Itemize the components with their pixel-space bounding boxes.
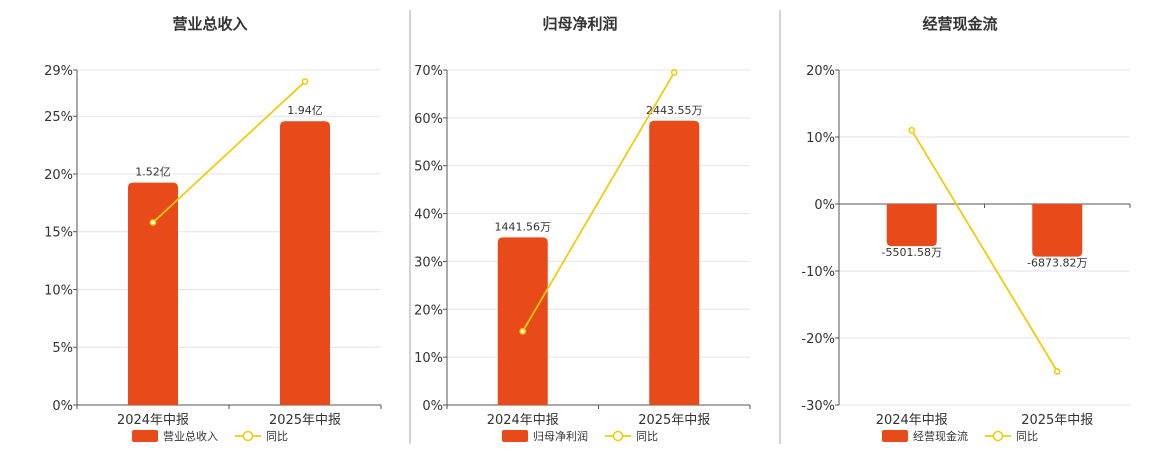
chart-title: 归母净利润 [542, 15, 617, 33]
yoy-point [670, 68, 678, 76]
bar [1032, 204, 1083, 257]
y-tick-label: 40% [414, 208, 443, 223]
legend-label: 同比 [636, 430, 658, 443]
legend-line-marker [992, 430, 1004, 442]
yoy-point [519, 327, 527, 335]
bar [886, 204, 937, 247]
chart-title: 营业总收入 [172, 15, 247, 33]
y-tick-label: 25% [44, 110, 73, 125]
chart-title: 经营现金流 [922, 15, 997, 33]
y-tick-label: 10% [806, 131, 835, 146]
y-tick-label: 0% [52, 399, 73, 414]
y-tick-label: 0% [814, 198, 835, 213]
x-tick-label: 2024年中报 [876, 413, 948, 428]
y-tick-label: 5% [52, 341, 73, 356]
legend-bar-swatch [882, 430, 908, 442]
yoy-line [910, 129, 1059, 372]
bar [280, 121, 330, 406]
x-tick-label: 2025年中报 [1021, 413, 1093, 428]
y-tick-label: 10% [414, 351, 443, 366]
y-tick-label: 10% [44, 283, 73, 298]
bar-data-label: 1441.56万 [495, 220, 552, 233]
yoy-point [908, 126, 916, 134]
y-tick-label: 50% [414, 160, 443, 175]
bar-data-label: -5501.58万 [882, 246, 942, 259]
legend-label: 同比 [1016, 430, 1038, 443]
legend-line-marker [612, 430, 624, 442]
y-tick-label: 30% [414, 255, 443, 270]
x-tick-label: 2024年中报 [487, 413, 559, 428]
legend-bar-swatch [502, 430, 528, 442]
y-tick-label: 29% [44, 64, 73, 79]
y-tick-label: -10% [801, 265, 835, 280]
yoy-line [152, 80, 306, 224]
bar [649, 120, 700, 405]
y-tick-label: 60% [414, 112, 443, 127]
x-tick-label: 2025年中报 [638, 413, 710, 428]
y-tick-label: 70% [414, 64, 443, 79]
yoy-line [521, 71, 676, 332]
bar-data-label: 1.52亿 [135, 166, 171, 179]
bar-data-label: -6873.82万 [1027, 257, 1087, 270]
legend-line-marker [242, 430, 254, 442]
y-tick-label: 0% [422, 399, 443, 414]
yoy-point [149, 219, 157, 226]
legend-label: 营业总收入 [163, 429, 218, 443]
y-tick-label: -30% [801, 399, 835, 414]
y-tick-label: 20% [44, 168, 73, 183]
legend-label: 同比 [266, 430, 288, 443]
y-tick-label: 20% [806, 64, 835, 79]
yoy-point [1053, 368, 1061, 375]
yoy-point [301, 78, 309, 85]
bar [128, 182, 178, 405]
legend-label: 经营现金流 [913, 429, 968, 443]
y-tick-label: 15% [44, 226, 73, 241]
y-tick-label: 20% [414, 303, 443, 318]
y-tick-label: -20% [801, 332, 835, 347]
bar-data-label: 2443.55万 [646, 104, 703, 117]
x-tick-label: 2024年中报 [117, 413, 189, 428]
bar-data-label: 1.94亿 [287, 104, 323, 117]
x-tick-label: 2025年中报 [269, 413, 341, 428]
legend-label: 归母净利润 [533, 429, 588, 443]
legend-bar-swatch [132, 430, 158, 442]
bar [497, 237, 548, 405]
